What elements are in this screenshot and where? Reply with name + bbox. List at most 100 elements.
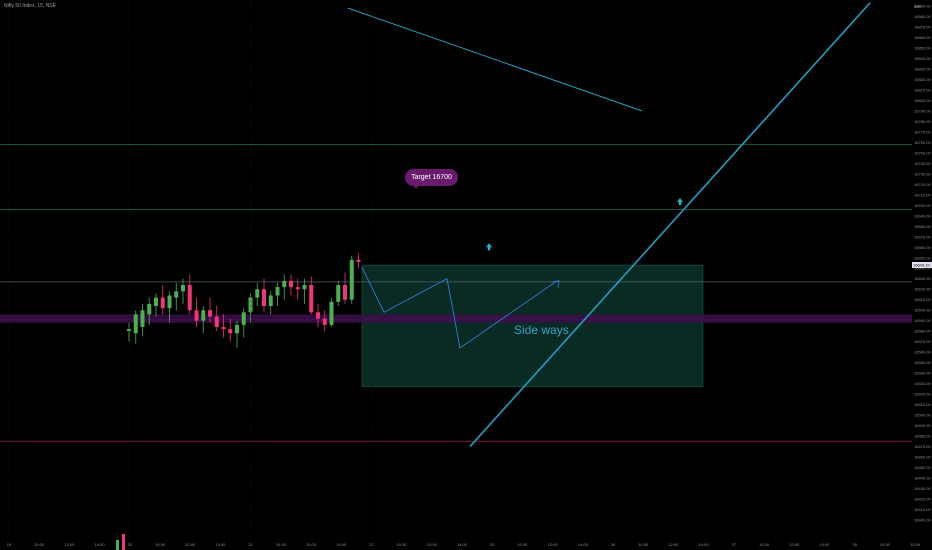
price-tick-15: 16740.00: [914, 161, 931, 166]
candle-body-21: [268, 295, 273, 307]
price-tick-0: 16890.00: [914, 4, 931, 9]
candle-body-14: [221, 326, 226, 330]
support-band: [0, 314, 912, 323]
up-arrow-1: [486, 243, 492, 251]
time-tick-24: 27: [732, 542, 737, 547]
time-tick-16: 25: [490, 542, 495, 547]
price-tick-26: 16630.00: [914, 276, 931, 281]
time-tick-22: 12:00: [668, 542, 679, 547]
time-tick-9: 10:30: [276, 542, 287, 547]
price-tick-47: 16420.00: [914, 497, 931, 502]
candle-body-23: [282, 280, 287, 288]
candle-body-17: [241, 312, 246, 325]
price-tick-36: 16530.00: [914, 381, 931, 386]
price-tick-42: 16470.00: [914, 444, 931, 449]
target-badge-tail: [413, 185, 419, 189]
price-tick-43: 16460.00: [914, 455, 931, 460]
price-tick-44: 16450.00: [914, 465, 931, 470]
candle-body-24: [289, 280, 293, 288]
time-tick-11: 14:00: [336, 542, 347, 547]
candle-body-34: [356, 259, 361, 262]
price-tick-6: 16830.00: [914, 66, 931, 71]
price-tick-48: 16410.00: [914, 507, 931, 512]
price-tick-2: 16870.00: [914, 24, 931, 29]
time-tick-2: 12:00: [64, 542, 75, 547]
price-tick-28: 16610.00: [914, 297, 931, 302]
price-tick-39: 16500.00: [914, 413, 931, 418]
candle-body-20: [262, 289, 266, 307]
candle-body-8: [181, 285, 185, 292]
price-tick-16: 16730.00: [914, 171, 931, 176]
time-tick-20: 26: [611, 542, 616, 547]
time-tick-26: 12:00: [789, 542, 800, 547]
time-tick-18: 12:00: [548, 542, 559, 547]
price-tick-1: 16880.00: [914, 14, 931, 19]
candle-body-6: [167, 295, 172, 309]
candle-body-5: [160, 297, 165, 309]
candle-body-13: [214, 316, 219, 327]
price-tick-45: 16440.00: [914, 476, 931, 481]
time-tick-6: 12:00: [185, 542, 196, 547]
time-tick-12: 22: [369, 542, 374, 547]
time-tick-27: 14:00: [819, 542, 830, 547]
projection-path: [361, 266, 558, 349]
price-tick-8: 16810.00: [914, 87, 931, 92]
price-tick-35: 16540.00: [914, 371, 931, 376]
price-tick-30: 16590.00: [914, 318, 931, 323]
last-price-label: 16643.10: [913, 262, 930, 267]
volume-bar-1: [116, 540, 119, 550]
price-tick-24: 16650.00: [914, 255, 931, 260]
candle-body-10: [194, 310, 199, 321]
time-tick-1: 10:30: [34, 542, 45, 547]
candle-body-15: [228, 329, 233, 334]
side-ways-label[interactable]: Side ways: [514, 323, 569, 337]
price-tick-9: 16800.00: [914, 98, 931, 103]
price-tick-37: 16520.00: [914, 392, 931, 397]
sideways-range-box: [361, 264, 704, 388]
price-tick-10: 16790.00: [914, 108, 931, 113]
candle-body-9: [187, 285, 192, 311]
down-trendline: [347, 7, 643, 112]
price-tick-17: 16720.00: [914, 182, 931, 187]
candle-body-12: [208, 310, 212, 317]
price-tick-21: 16680.00: [914, 224, 931, 229]
candle-body-29: [322, 318, 327, 325]
price-tick-25: 16640.00: [914, 266, 931, 271]
time-tick-10: 12:00: [306, 542, 317, 547]
time-tick-28: 28: [852, 542, 857, 547]
price-tick-23: 16660.00: [914, 245, 931, 250]
candle-body-1: [133, 314, 138, 334]
price-tick-12: 16770.00: [914, 129, 931, 134]
projection-arrowhead: [551, 280, 560, 289]
price-tick-34: 16550.00: [914, 360, 931, 365]
candle-body-26: [302, 285, 307, 290]
time-tick-19: 14:00: [578, 542, 589, 547]
price-tick-11: 16780.00: [914, 119, 931, 124]
price-tick-20: 16690.00: [914, 213, 931, 218]
price-tick-38: 16510.00: [914, 402, 931, 407]
target-badge[interactable]: Target 16700: [405, 169, 458, 186]
price-tick-5: 16840.00: [914, 56, 931, 61]
candle-body-33: [349, 259, 354, 300]
time-tick-4: 20: [128, 542, 133, 547]
time-tick-15: 14:00: [457, 542, 468, 547]
currency-label: INR: [914, 4, 921, 9]
candle-body-2: [140, 310, 145, 327]
price-tick-27: 16620.00: [914, 287, 931, 292]
time-tick-23: 14:00: [699, 542, 710, 547]
time-tick-5: 10:30: [155, 542, 166, 547]
price-tick-46: 16430.00: [914, 486, 931, 491]
time-tick-8: 21: [248, 542, 253, 547]
price-tick-13: 16760.00: [914, 140, 931, 145]
price-tick-18: 16710.00: [914, 192, 931, 197]
time-tick-21: 10:30: [638, 542, 649, 547]
price-tick-19: 16700.00: [914, 203, 931, 208]
symbol-title: Nifty 50 Index, 15, NSE: [4, 3, 56, 9]
candle-body-28: [316, 312, 320, 319]
price-tick-14: 16750.00: [914, 150, 931, 155]
time-tick-3: 14:00: [95, 542, 106, 547]
price-tick-40: 16490.00: [914, 423, 931, 428]
price-tick-7: 16820.00: [914, 77, 931, 82]
candle-body-4: [154, 297, 158, 307]
